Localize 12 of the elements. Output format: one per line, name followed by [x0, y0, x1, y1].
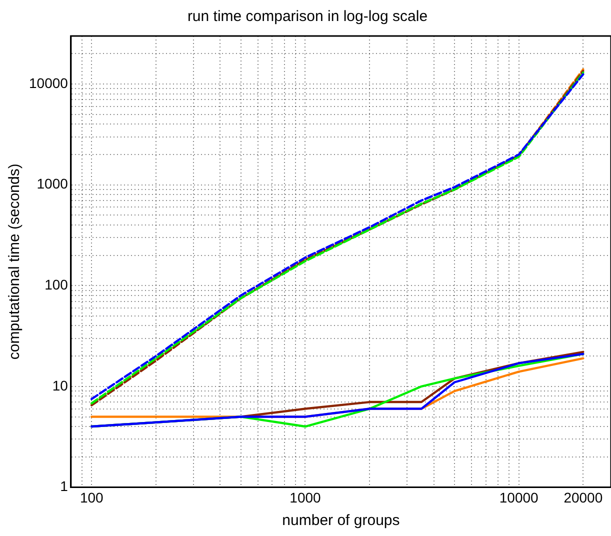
- chart-title: run time comparison in log-log scale: [187, 8, 428, 26]
- x-tick-label: 100: [80, 489, 104, 506]
- y-tick-label: 10: [52, 377, 68, 394]
- y-axis-title: computational time (seconds): [6, 164, 24, 360]
- y-tick-label: 1: [60, 478, 68, 494]
- y-tick-label: 1000: [36, 176, 68, 192]
- x-tick-label: 1000: [290, 489, 322, 506]
- x-tick-label: 10000: [499, 489, 539, 506]
- y-tick-label: 100: [44, 276, 68, 292]
- x-axis-title: number of groups: [282, 512, 400, 530]
- y-tick-label: 10000: [28, 74, 68, 91]
- x-tick-label: 20000: [564, 489, 603, 506]
